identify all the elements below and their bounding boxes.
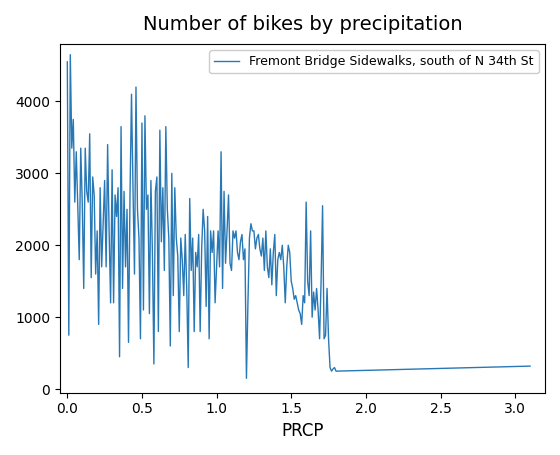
X-axis label: PRCP: PRCP [281, 422, 324, 440]
Fremont Bridge Sidewalks, south of N 34th St [200, 207, 207, 212]
Title: Number of bikes by precipitation: Number of bikes by precipitation [143, 15, 462, 34]
Fremont Bridge Sidewalks, south of N 34th St [174, 253, 181, 259]
Fremont Bridge Sidewalks, south of N 34th St [64, 59, 71, 65]
Fremont Bridge Sidewalks, south of N 34th St [527, 364, 534, 369]
Legend: Fremont Bridge Sidewalks, south of N 34th St: Fremont Bridge Sidewalks, south of N 34t… [209, 50, 539, 73]
Fremont Bridge Sidewalks, south of N 34th St [243, 376, 250, 381]
Fremont Bridge Sidewalks, south of N 34th St [155, 329, 162, 334]
Fremont Bridge Sidewalks, south of N 34th St [188, 268, 194, 273]
Fremont Bridge Sidewalks, south of N 34th St [201, 228, 208, 233]
Fremont Bridge Sidewalks, south of N 34th St [239, 232, 245, 237]
Fremont Bridge Sidewalks, south of N 34th St [67, 52, 74, 57]
Line: Fremont Bridge Sidewalks, south of N 34th St: Fremont Bridge Sidewalks, south of N 34t… [67, 55, 530, 379]
